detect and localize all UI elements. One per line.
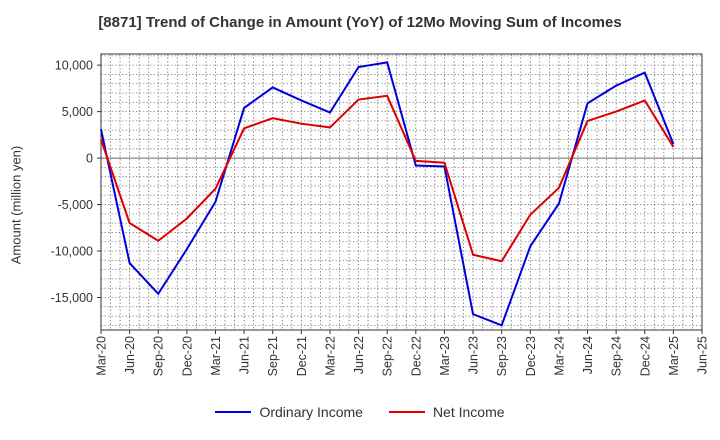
x-tick-label: Mar-25 <box>667 336 681 376</box>
x-tick-label: Sep-22 <box>381 336 395 376</box>
y-tick-label: -15,000 <box>51 291 93 305</box>
x-tick-label: Jun-25 <box>696 336 710 374</box>
x-tick-label: Jun-24 <box>581 336 595 374</box>
legend-label: Net Income <box>432 404 505 420</box>
legend-item-net-income: Net Income <box>388 404 505 420</box>
plot-frame <box>100 53 703 331</box>
y-tick-label: -5,000 <box>58 198 93 212</box>
legend-swatch <box>388 411 425 413</box>
y-tick-label: 10,000 <box>55 59 93 73</box>
x-tick-label: Sep-21 <box>266 336 280 376</box>
series-layer <box>100 61 675 327</box>
gridlines <box>101 54 702 330</box>
x-tick-label: Mar-21 <box>209 336 223 376</box>
x-axis-ticks: Mar-20 Jun-20 Sep-20 Dec-20 Mar-21 Jun-21 Sep-… <box>95 330 710 376</box>
legend: Ordinary Income Net Income <box>0 404 720 420</box>
x-tick-label: Sep-24 <box>610 336 624 376</box>
x-tick-label: Mar-20 <box>95 336 109 376</box>
x-tick-label: Mar-23 <box>438 336 452 376</box>
legend-swatch <box>215 411 252 413</box>
x-tick-label: Sep-23 <box>495 336 509 376</box>
x-tick-label: Jun-20 <box>123 336 137 374</box>
y-tick-label: 0 <box>86 152 93 166</box>
x-tick-label: Dec-21 <box>295 336 309 376</box>
legend-item-ordinary-income: Ordinary Income <box>215 404 363 420</box>
x-tick-label: Dec-20 <box>180 336 194 376</box>
plot-border <box>100 53 703 331</box>
legend-label: Ordinary Income <box>259 404 363 420</box>
y-axis-label: Amount (million yen) <box>8 145 24 265</box>
x-tick-label: Dec-24 <box>638 336 652 376</box>
y-tick-label: 5,000 <box>62 105 93 119</box>
x-tick-label: Jun-22 <box>352 336 366 374</box>
x-tick-label: Dec-23 <box>524 336 538 376</box>
chart-title: [8871] Trend of Change in Amount (YoY) o… <box>98 14 622 31</box>
net-income-line <box>100 94 675 263</box>
x-tick-label: Mar-22 <box>323 336 337 376</box>
x-tick-label: Dec-22 <box>409 336 423 376</box>
y-axis-ticks: 10,000 5,000 0 -5,000 -10,000 -15,000 <box>51 59 101 305</box>
x-tick-label: Mar-24 <box>552 336 566 376</box>
x-tick-label: Jun-21 <box>238 336 252 374</box>
ordinary-income-line <box>100 61 675 327</box>
x-tick-label: Sep-20 <box>152 336 166 376</box>
x-tick-label: Jun-23 <box>467 336 481 374</box>
y-tick-label: -10,000 <box>51 245 93 259</box>
